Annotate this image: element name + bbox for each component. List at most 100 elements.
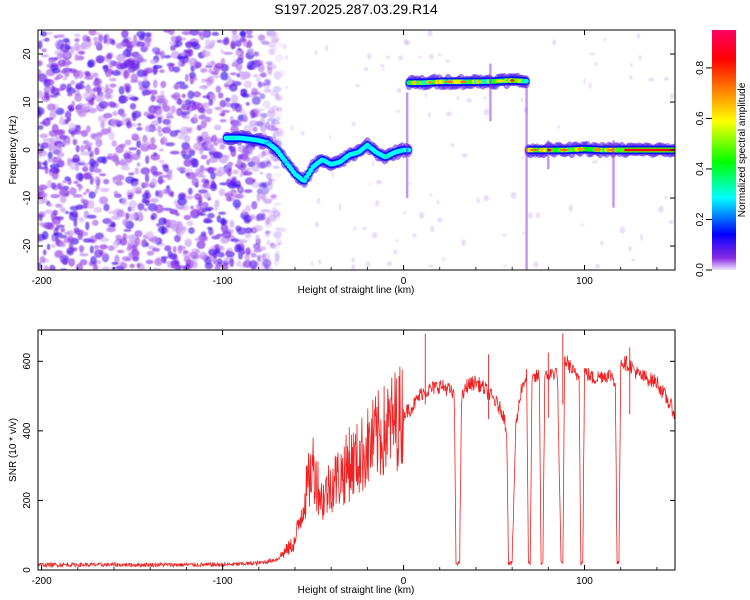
noise-blob xyxy=(229,220,235,228)
noise-blob xyxy=(191,248,199,253)
noise-blob xyxy=(250,214,256,220)
noise-blob xyxy=(54,92,61,96)
noise-blob xyxy=(241,209,247,215)
noise-blob xyxy=(668,219,674,225)
noise-blob xyxy=(56,88,65,92)
noise-blob xyxy=(255,234,260,243)
spectrogram-y-ticks: -20 -10 0 10 20 xyxy=(22,48,675,253)
noise-blob xyxy=(262,258,272,268)
noise-blob xyxy=(128,147,138,151)
noise-blob xyxy=(603,37,606,42)
y-tick-label: 0 xyxy=(22,567,33,573)
noise-blob xyxy=(183,250,188,254)
noise-blob xyxy=(260,71,267,78)
noise-blob xyxy=(38,69,41,75)
noise-blob xyxy=(117,61,122,65)
noise-blob xyxy=(85,188,90,193)
noise-blob xyxy=(206,61,211,68)
noise-blob xyxy=(145,259,154,265)
noise-blob xyxy=(253,59,264,67)
noise-blob xyxy=(527,212,533,219)
noise-blob xyxy=(140,167,151,175)
noise-blob xyxy=(48,130,58,137)
noise-blob xyxy=(267,36,277,39)
noise-blob xyxy=(60,196,67,204)
noise-blob xyxy=(251,182,261,188)
noise-blob xyxy=(220,71,229,81)
noise-blob xyxy=(212,71,219,76)
noise-blob xyxy=(205,116,211,122)
noise-blob xyxy=(137,123,142,127)
noise-blob xyxy=(501,233,507,237)
noise-blob xyxy=(193,113,198,123)
noise-blob xyxy=(638,55,642,61)
noise-blob xyxy=(189,251,199,260)
noise-blob xyxy=(232,169,239,175)
noise-blob xyxy=(257,153,265,159)
noise-blob xyxy=(99,237,110,243)
noise-blob xyxy=(80,160,85,164)
noise-blob xyxy=(351,257,355,263)
noise-blob xyxy=(162,165,169,172)
noise-blob xyxy=(118,95,128,104)
noise-blob xyxy=(38,90,42,99)
noise-blob xyxy=(40,142,50,149)
noise-blob xyxy=(193,142,202,151)
colorbar-tick-label: 0.2 xyxy=(695,212,706,226)
noise-blob xyxy=(150,198,159,203)
noise-blob xyxy=(211,31,219,36)
noise-blob xyxy=(80,129,89,138)
noise-blob xyxy=(129,263,135,269)
noise-blob xyxy=(57,53,64,59)
noise-blob xyxy=(105,83,110,93)
noise-blob xyxy=(437,217,443,223)
noise-blob xyxy=(208,99,214,106)
noise-blob xyxy=(266,160,271,165)
noise-blob xyxy=(178,84,189,90)
noise-blob xyxy=(182,145,192,154)
noise-blob xyxy=(219,143,226,150)
noise-blob xyxy=(38,125,44,130)
noise-blob xyxy=(218,188,226,197)
noise-blob xyxy=(122,218,129,226)
noise-blob xyxy=(214,265,221,270)
ridge-peak xyxy=(353,151,362,154)
noise-blob xyxy=(38,60,43,67)
noise-blob xyxy=(160,80,167,89)
noise-blob xyxy=(244,253,250,261)
noise-blob xyxy=(402,211,407,214)
noise-blob xyxy=(78,185,84,190)
noise-blob xyxy=(535,212,541,219)
noise-blob xyxy=(121,30,129,39)
noise-blob xyxy=(189,75,194,85)
noise-blob xyxy=(155,190,159,197)
noise-blob xyxy=(96,96,102,101)
noise-blob xyxy=(112,110,118,117)
noise-blob xyxy=(198,136,204,142)
noise-blob xyxy=(600,240,604,246)
noise-blob xyxy=(123,228,132,232)
noise-blob xyxy=(267,31,272,36)
noise-blob xyxy=(273,32,279,37)
noise-blob xyxy=(52,209,58,216)
noise-blob xyxy=(235,63,243,71)
noise-blob xyxy=(265,231,270,237)
noise-blob xyxy=(122,256,130,262)
noise-blob xyxy=(100,128,110,135)
y-tick-label: 20 xyxy=(22,48,33,60)
noise-blob xyxy=(46,222,55,230)
noise-blob xyxy=(219,112,225,117)
noise-blob xyxy=(253,51,260,57)
noise-blob xyxy=(182,115,191,120)
noise-blob xyxy=(78,245,85,251)
noise-blob xyxy=(120,162,129,167)
noise-blob xyxy=(210,171,216,180)
noise-blob xyxy=(256,193,261,202)
noise-blob xyxy=(181,111,191,115)
noise-blob xyxy=(191,172,200,177)
noise-blob xyxy=(175,35,182,43)
noise-blob xyxy=(225,250,230,255)
noise-blob xyxy=(195,102,204,111)
noise-blob xyxy=(255,254,264,258)
ridge-peak xyxy=(302,177,310,180)
